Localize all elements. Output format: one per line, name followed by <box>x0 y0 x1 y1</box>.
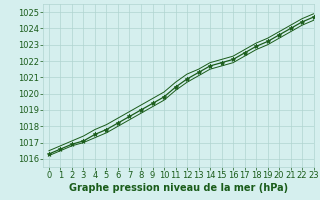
X-axis label: Graphe pression niveau de la mer (hPa): Graphe pression niveau de la mer (hPa) <box>69 183 288 193</box>
